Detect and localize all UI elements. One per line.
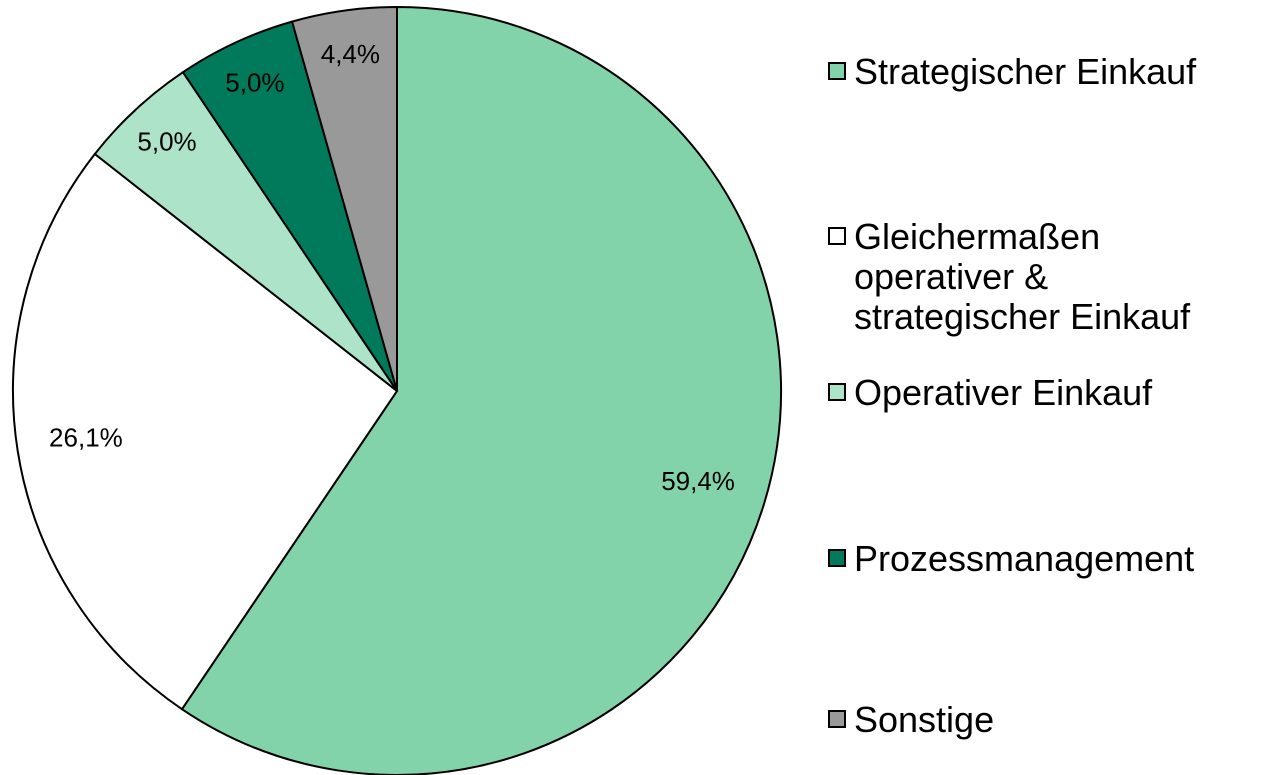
legend-item: Sonstige (828, 700, 1258, 740)
legend-item: Operativer Einkauf (828, 373, 1258, 413)
legend-label: Strategischer Einkauf (854, 51, 1197, 92)
pie-area: 59,4% 26,1% 5,0% 5,0% 4,4% (12, 5, 782, 775)
legend-label: Sonstige (854, 699, 995, 740)
legend-item: Gleichermaßen operativer & strategischer… (828, 217, 1258, 337)
legend-swatch (828, 383, 846, 401)
legend-swatch (828, 62, 846, 80)
legend-label: Gleichermaßen operativer & strategischer… (854, 216, 1191, 337)
legend-swatch (828, 710, 846, 728)
legend-item: Strategischer Einkauf (828, 52, 1258, 92)
legend-item: Prozessmanagement (828, 539, 1258, 579)
data-label: 5,0% (225, 67, 284, 97)
data-label: 5,0% (137, 126, 196, 156)
legend-label: Operativer Einkauf (854, 372, 1153, 413)
legend-label: Prozessmanagement (854, 538, 1195, 579)
data-label: 4,4% (321, 39, 380, 69)
legend-swatch (828, 227, 846, 245)
pie-slice (12, 152, 399, 711)
pie-slice (290, 5, 398, 392)
legend-swatch (828, 549, 846, 567)
data-label: 26,1% (49, 423, 123, 453)
data-label: 59,4% (661, 466, 735, 496)
